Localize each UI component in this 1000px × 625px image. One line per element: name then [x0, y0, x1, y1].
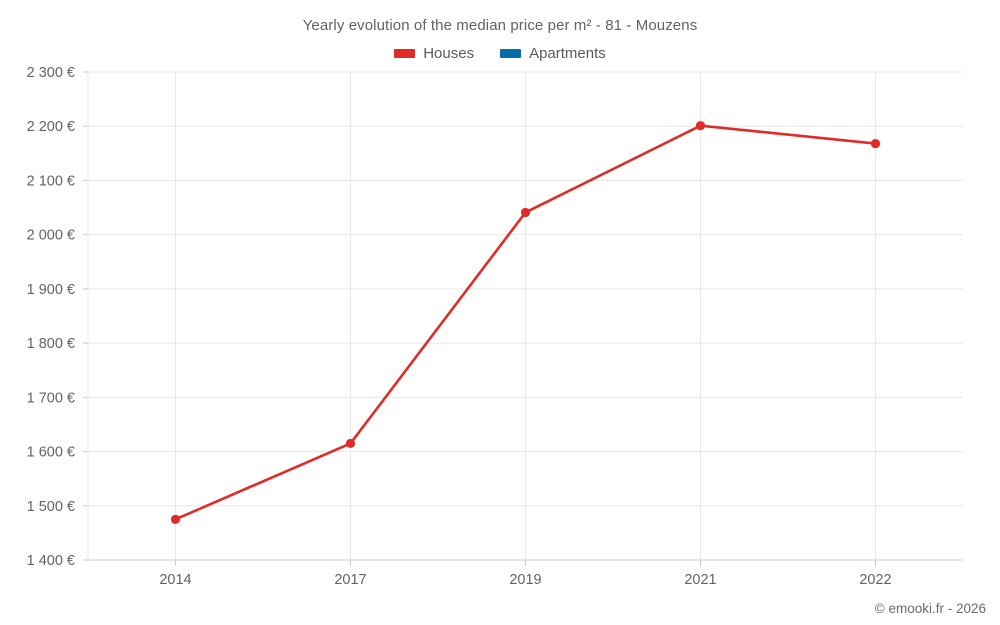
y-axis-tick-label: 1 700 € — [27, 390, 75, 406]
legend-label-apartments: Apartments — [529, 45, 606, 62]
legend-label-houses: Houses — [423, 45, 475, 62]
x-axis-tick-label: 2022 — [859, 572, 891, 588]
legend-swatch-apartments-icon — [500, 49, 522, 58]
data-point-houses[interactable] — [870, 138, 881, 149]
x-axis-tick-label: 2017 — [334, 572, 366, 588]
legend-swatch-houses-icon — [394, 49, 416, 58]
x-axis-tick-label: 2014 — [159, 572, 191, 588]
y-axis-tick-label: 2 000 € — [27, 228, 75, 244]
x-axis-tick-label: 2019 — [509, 572, 541, 588]
y-axis-tick-label: 1 600 € — [27, 445, 75, 461]
y-axis-tick-label: 2 100 € — [27, 173, 75, 189]
y-axis-tick-label: 1 800 € — [27, 336, 75, 352]
y-axis-tick-label: 1 500 € — [27, 499, 75, 515]
data-point-houses[interactable] — [695, 121, 706, 131]
legend-item-apartments[interactable]: Apartments — [500, 45, 606, 62]
data-point-houses[interactable] — [345, 438, 356, 449]
copyright-credit: © emooki.fr - 2026 — [874, 601, 986, 616]
y-axis-tick-label: 1 900 € — [27, 282, 75, 298]
data-point-houses[interactable] — [170, 514, 181, 524]
x-axis-tick-label: 2021 — [684, 572, 716, 588]
y-axis-tick-label: 2 200 € — [27, 119, 75, 135]
chart-title: Yearly evolution of the median price per… — [302, 17, 698, 34]
y-axis-tick-label: 1 400 € — [27, 553, 75, 569]
y-axis-tick-label: 2 300 € — [27, 65, 75, 81]
chart-legend: Houses Apartments — [0, 45, 1000, 62]
legend-item-houses[interactable]: Houses — [394, 45, 474, 62]
data-point-houses[interactable] — [520, 207, 531, 218]
